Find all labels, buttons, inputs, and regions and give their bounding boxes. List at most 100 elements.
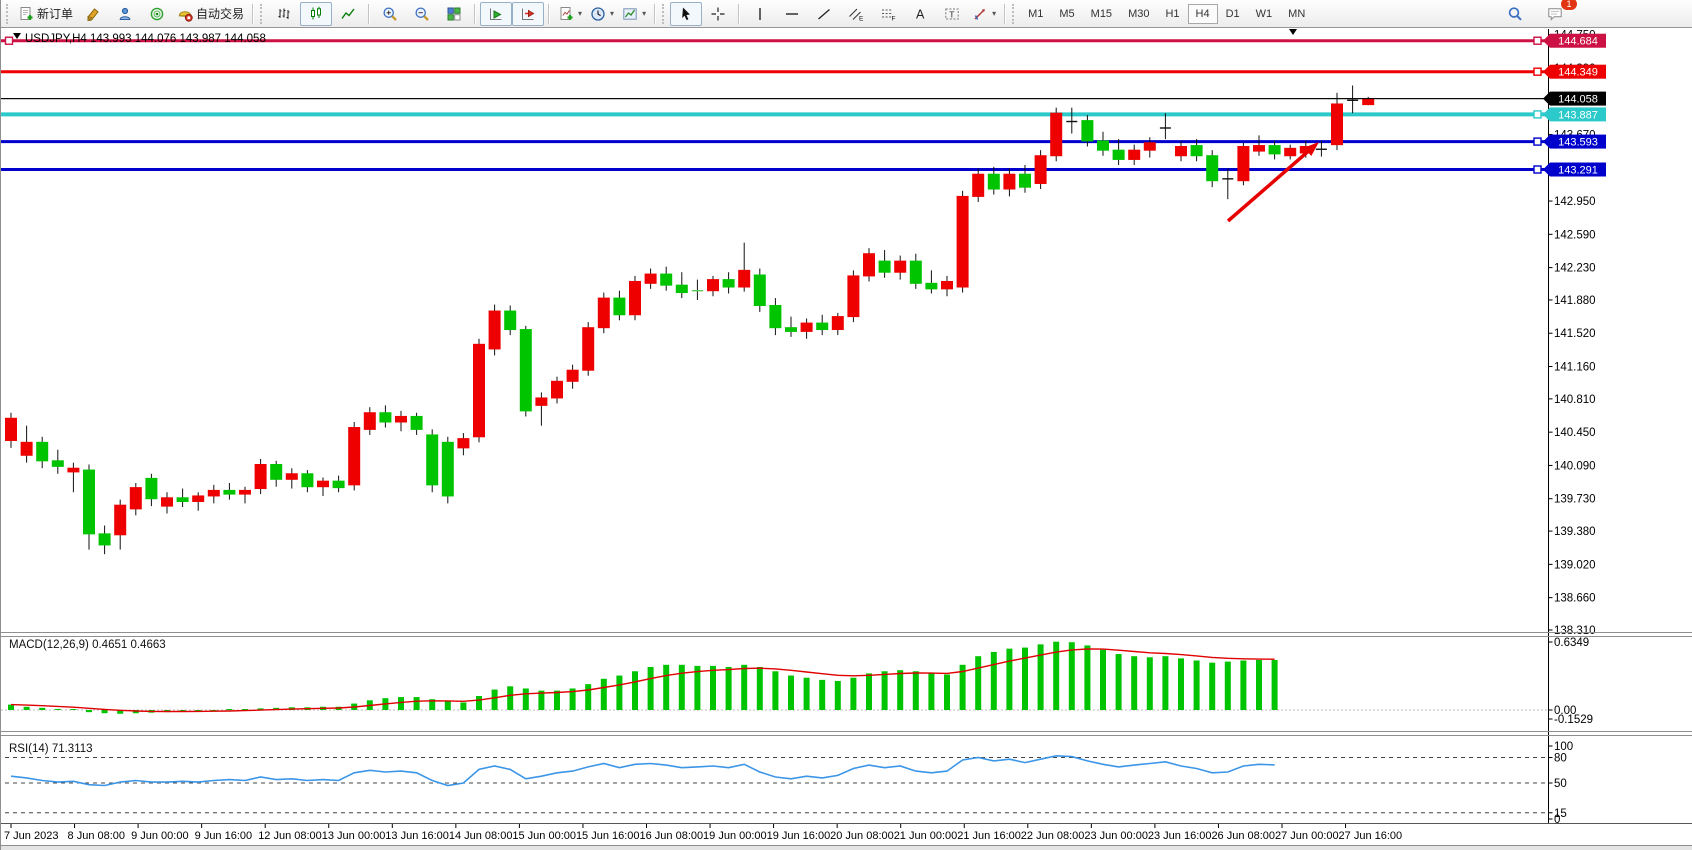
toolbar-grip[interactable] — [1012, 3, 1016, 24]
line-handle[interactable] — [4, 36, 14, 45]
toolbar-grip[interactable] — [662, 3, 666, 24]
date-label: 23 Jun 00:00 — [1084, 830, 1148, 842]
date-label: 15 Jun 16:00 — [576, 830, 640, 842]
macd-bar — [86, 710, 92, 713]
indicators-button[interactable]: ▾ — [554, 2, 586, 26]
search-icon — [1508, 6, 1522, 21]
macd-bar — [491, 689, 498, 710]
chat-icon — [1548, 7, 1562, 21]
autotrade-button[interactable]: 自动交易 — [173, 2, 248, 26]
timeframe-m1-button[interactable]: M1 — [1028, 7, 1044, 20]
candle — [1206, 150, 1219, 188]
bar-chart-button[interactable] — [268, 2, 300, 26]
date-label: 20 Jun 08:00 — [830, 830, 894, 842]
candle — [20, 425, 33, 463]
macd-bar — [694, 665, 701, 710]
timeframe-m30-button[interactable]: M30 — [1128, 7, 1150, 20]
trend-arrow-head[interactable] — [1304, 142, 1319, 156]
equidistant-channel-button[interactable]: E — [840, 2, 872, 26]
chart-canvas[interactable]: 144.750144.390144.030143.670143.310142.9… — [1, 28, 1692, 850]
line-handle[interactable] — [1533, 137, 1542, 146]
tile-windows-button[interactable] — [438, 2, 470, 26]
macd-bar — [257, 708, 264, 710]
text-button[interactable]: A — [904, 2, 936, 26]
crosshair-button[interactable] — [702, 2, 734, 26]
macd-bar — [101, 710, 108, 714]
candle — [504, 305, 517, 336]
toolbar-separator — [474, 3, 477, 24]
timeframe-h4-button[interactable]: H4 — [1187, 3, 1218, 24]
candle — [1222, 168, 1234, 200]
line-chart-button[interactable] — [332, 2, 364, 26]
timeframe-d1-button[interactable]: D1 — [1225, 7, 1240, 20]
date-label: 15 Jun 00:00 — [512, 830, 576, 842]
price-tick-label: 140.450 — [1554, 427, 1596, 439]
cursor-button[interactable] — [670, 1, 703, 26]
horizontal-line-button[interactable] — [776, 2, 808, 26]
chat-button[interactable]: 1 — [1539, 0, 1578, 26]
price-tick-label: 139.380 — [1554, 526, 1596, 538]
candlestick-chart-button[interactable] — [300, 1, 333, 26]
timeframe-w1-button[interactable]: W1 — [1255, 7, 1273, 20]
toolbar-grip[interactable] — [6, 3, 10, 24]
chart-shift-button[interactable] — [512, 1, 545, 26]
candle — [348, 421, 361, 491]
marker-triangle-icon[interactable] — [13, 33, 21, 39]
profiles-button[interactable] — [109, 2, 141, 26]
new-order-button[interactable]: 新订单 — [14, 2, 77, 26]
text-label-button[interactable]: T — [936, 2, 968, 26]
window-bottom-edge — [1, 845, 1692, 850]
cursor-icon — [682, 7, 691, 20]
candle — [441, 436, 454, 504]
fibonacci-button[interactable]: F — [872, 2, 904, 26]
indicators-icon — [560, 6, 573, 20]
search-button[interactable] — [1499, 2, 1531, 26]
templates-button[interactable]: ▾ — [618, 2, 650, 26]
trend-arrow[interactable] — [1226, 150, 1309, 223]
line-handle[interactable] — [1533, 36, 1542, 45]
timeframe-h1-button[interactable]: H1 — [1165, 7, 1180, 20]
marker-triangle-icon[interactable] — [1289, 29, 1297, 35]
trendline-button[interactable] — [808, 2, 840, 26]
line-handle[interactable] — [1533, 67, 1542, 76]
zoom-in-button[interactable] — [374, 2, 406, 26]
line-handle[interactable] — [1533, 110, 1542, 119]
macd-bar — [54, 708, 61, 710]
text-icon: A — [916, 7, 925, 21]
candle — [863, 248, 875, 282]
periods-button[interactable]: ▾ — [586, 2, 618, 26]
macd-bar — [1006, 648, 1013, 710]
timeframe-m5-button[interactable]: M5 — [1059, 7, 1075, 20]
timeframe-m15-button[interactable]: M15 — [1090, 7, 1113, 20]
date-label: 19 Jun 16:00 — [767, 830, 831, 842]
candle — [5, 412, 17, 448]
signals-button[interactable] — [141, 2, 173, 26]
candle — [972, 168, 985, 202]
candle — [1253, 135, 1265, 156]
toolbar-separator — [368, 3, 371, 24]
vertical-line-button[interactable] — [744, 2, 776, 26]
styler-button[interactable] — [77, 2, 109, 26]
zoom-in-icon — [383, 6, 397, 21]
svg-text:144.349: 144.349 — [1558, 67, 1598, 79]
chart-area[interactable]: 144.750144.390144.030143.670143.310142.9… — [1, 28, 1692, 850]
toolbar-grip[interactable] — [260, 3, 264, 24]
styler-icon — [86, 7, 99, 21]
arrows-button[interactable]: ▾ — [968, 2, 1000, 26]
candle — [379, 405, 392, 428]
date-label: 14 Jun 08:00 — [449, 830, 513, 842]
macd-bar — [413, 697, 420, 710]
signals-icon — [150, 7, 164, 20]
auto-scroll-button[interactable] — [480, 1, 513, 26]
macd-bar — [850, 677, 857, 710]
trend-icon — [818, 8, 831, 19]
svg-text:143.291: 143.291 — [1558, 165, 1598, 177]
svg-text:E: E — [859, 15, 864, 22]
macd-bar — [429, 699, 436, 710]
macd-bar — [1146, 657, 1153, 710]
line-handle[interactable] — [1533, 165, 1542, 174]
timeframe-mn-button[interactable]: MN — [1288, 7, 1306, 20]
zoom-out-button[interactable] — [406, 2, 438, 26]
candle — [1190, 139, 1203, 162]
candle — [894, 255, 907, 280]
